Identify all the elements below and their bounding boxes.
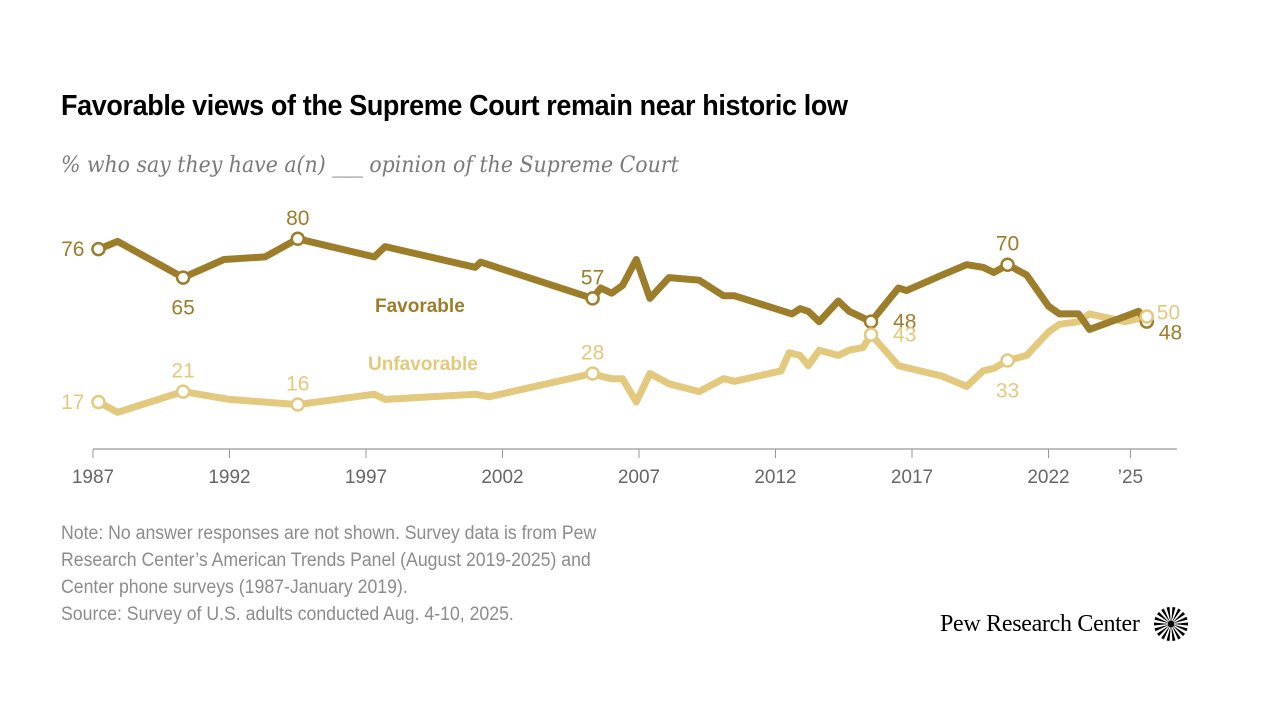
- data-point-marker: [585, 366, 600, 381]
- data-label: 43: [893, 324, 916, 347]
- sunburst-ray: [1160, 608, 1170, 623]
- data-label: 50: [1157, 302, 1180, 325]
- x-tick-label: ’25: [1118, 467, 1143, 488]
- data-point-marker: [585, 291, 600, 306]
- data-point-marker: [863, 314, 879, 329]
- sunburst-ray: [1172, 625, 1185, 637]
- data-label: 17: [61, 391, 84, 414]
- x-tick-label: 1987: [72, 467, 114, 488]
- pew-sunburst-icon: [1153, 606, 1188, 642]
- data-point-marker: [290, 397, 305, 412]
- x-tick-label: 1992: [208, 467, 250, 488]
- series-lines: [95, 235, 1151, 416]
- note-line: Research Center’s American Trends Panel …: [61, 550, 591, 571]
- x-tick-label: 2012: [754, 467, 796, 488]
- data-point-marker: [1139, 309, 1155, 324]
- sunburst-ray: [1170, 625, 1176, 642]
- sunburst-ray: [1172, 616, 1188, 624]
- data-label: 48: [1159, 322, 1182, 345]
- data-label: 80: [286, 207, 309, 230]
- x-tick-label: 2002: [481, 467, 523, 488]
- series-line-favorable: [95, 235, 1151, 333]
- sunburst-ray: [1160, 625, 1170, 640]
- data-label: 21: [171, 360, 194, 383]
- sunburst-ray: [1170, 606, 1176, 623]
- sunburst-ray: [1154, 616, 1169, 624]
- data-label: 16: [286, 373, 309, 396]
- x-tick-label: 2022: [1027, 467, 1069, 488]
- data-point-marker: [91, 241, 106, 257]
- x-tick-label: 2017: [891, 467, 933, 488]
- data-point-marker: [1000, 257, 1015, 272]
- sunburst-ray: [1172, 624, 1188, 632]
- note-line: Note: No answer responses are not shown.…: [61, 523, 597, 544]
- data-point-marker: [863, 327, 879, 342]
- chart-title: Favorable views of the Supreme Court rem…: [61, 90, 848, 122]
- x-axis: 1987 1992 1997 2002 2007 2012 2017 2022 ’25: [72, 448, 1177, 488]
- chart-subtitle: % who say they have a(n) ___ opinion of …: [61, 153, 679, 178]
- logo-text: Pew Research Center: [940, 610, 1140, 637]
- note-block: Note: No answer responses are not shown.…: [61, 520, 596, 628]
- sunburst-ray: [1172, 611, 1185, 623]
- sunburst-ray: [1166, 606, 1171, 623]
- sunburst-ray: [1166, 625, 1171, 642]
- x-tick-label: 2007: [618, 467, 660, 488]
- data-point-marker: [175, 270, 191, 285]
- data-label: 48: [893, 311, 916, 334]
- data-point-marker: [91, 394, 106, 410]
- pew-logo: Pew Research Center: [940, 605, 1190, 643]
- sunburst-ray: [1154, 624, 1169, 632]
- data-label: 33: [996, 380, 1019, 403]
- source-line: Source: Survey of U.S. adults conducted …: [61, 604, 514, 625]
- point-markers: [91, 231, 1155, 412]
- sunburst-ray: [1153, 622, 1169, 626]
- series-label-unfavorable: Unfavorable: [368, 354, 478, 375]
- data-point-marker: [175, 384, 191, 399]
- series-label-favorable: Favorable: [375, 296, 465, 317]
- note-line: Center phone surveys (1987-January 2019)…: [61, 577, 408, 598]
- data-label: 57: [581, 266, 604, 289]
- sunburst-ray: [1156, 625, 1170, 637]
- sunburst-center: [1167, 620, 1174, 628]
- sunburst-ray: [1172, 622, 1188, 626]
- data-label: 28: [581, 341, 604, 364]
- data-labels: 76 65 80 57 48 70 48 17 21 16 28 43 33 50: [61, 207, 1182, 414]
- sunburst-ray: [1156, 611, 1170, 623]
- sunburst-ray: [1171, 608, 1181, 623]
- x-tick-label: 1997: [345, 467, 387, 488]
- data-point-marker: [1000, 353, 1015, 368]
- series-line-unfavorable: [95, 310, 1151, 416]
- data-label: 65: [171, 297, 194, 320]
- data-label: 70: [996, 233, 1019, 256]
- data-label: 76: [61, 238, 84, 261]
- data-point-marker: [290, 231, 305, 247]
- sunburst-ray: [1171, 625, 1181, 640]
